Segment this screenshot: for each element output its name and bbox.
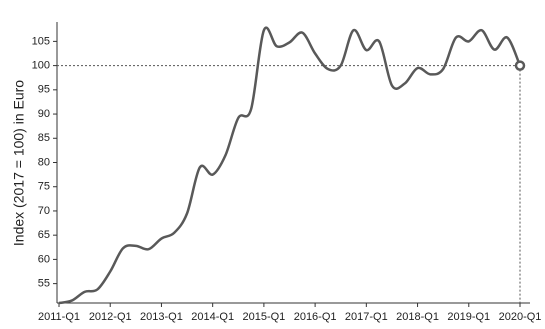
y-tick-label: 60	[38, 253, 50, 265]
y-axis-title: Index (2017 = 100) in Euro	[11, 80, 27, 246]
x-tick-label: 2014-Q1	[191, 311, 234, 323]
end-marker	[514, 60, 526, 71]
y-tick-label: 100	[32, 60, 50, 72]
x-tick-label: 2016-Q1	[294, 311, 337, 323]
x-tick-label: 2018-Q1	[396, 311, 439, 323]
y-tick-label: 65	[38, 229, 50, 241]
x-tick-label: 2012-Q1	[89, 311, 132, 323]
y-tick-label: 80	[38, 156, 50, 168]
y-tick-label: 95	[38, 84, 50, 96]
y-tick-label: 70	[38, 205, 50, 217]
x-tick-label: 2015-Q1	[242, 311, 285, 323]
y-tick-label: 105	[32, 35, 50, 47]
y-tick-label: 90	[38, 108, 50, 120]
y-tick-label: 85	[38, 132, 50, 144]
y-tick-label: 75	[38, 181, 50, 193]
x-tick-label: 2020-Q1	[499, 311, 542, 323]
x-tick-label: 2017-Q1	[345, 311, 388, 323]
data-line	[58, 26, 522, 305]
x-tick-label: 2013-Q1	[140, 311, 183, 323]
x-tick-label: 2019-Q1	[447, 311, 490, 323]
x-tick-label: 2011-Q1	[38, 311, 80, 323]
y-tick-label: 55	[38, 278, 50, 290]
